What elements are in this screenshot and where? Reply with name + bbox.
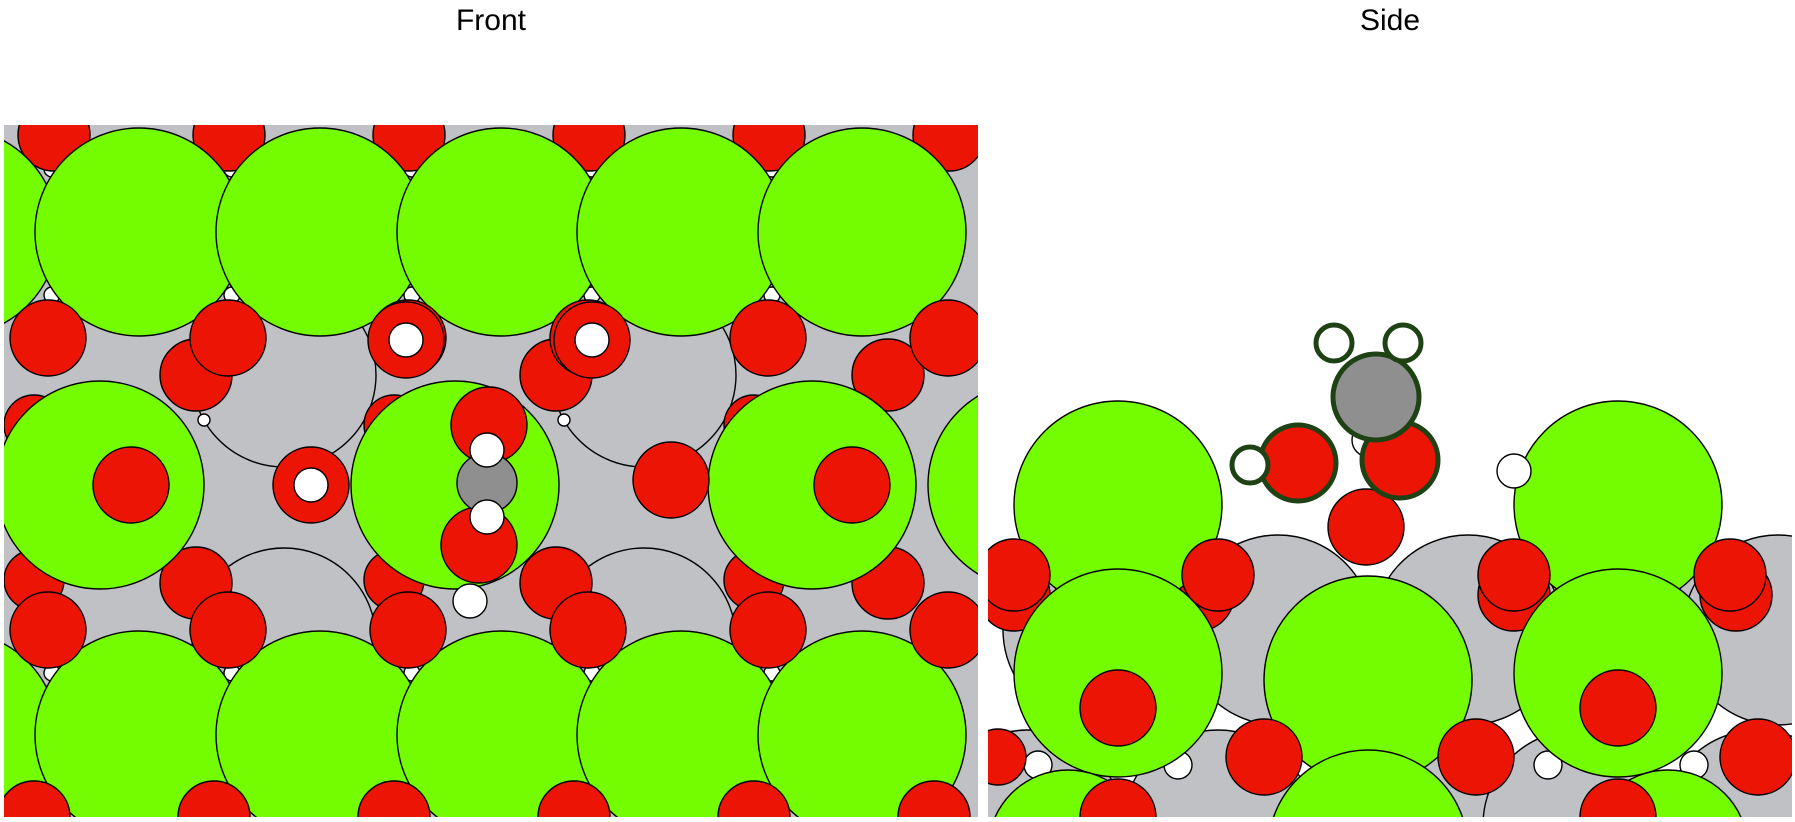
red-atom bbox=[1580, 670, 1656, 746]
red-atom bbox=[633, 442, 709, 518]
red-atom bbox=[814, 447, 890, 523]
red-atom bbox=[10, 300, 86, 376]
front-panel-title: Front bbox=[4, 4, 978, 38]
carbon-atom-highlighted bbox=[1333, 354, 1419, 440]
white-atom-highlighted bbox=[1385, 325, 1421, 361]
red-atom bbox=[1328, 489, 1404, 565]
white-atom bbox=[470, 433, 504, 467]
red-atom bbox=[1478, 539, 1550, 611]
hydroxyl-group bbox=[554, 302, 630, 378]
red-atom bbox=[10, 592, 86, 668]
white-atom bbox=[1497, 454, 1531, 488]
hydroxyl-group bbox=[273, 447, 349, 523]
white-atom bbox=[558, 414, 570, 426]
side-panel-title: Side bbox=[988, 4, 1792, 38]
red-atom bbox=[1226, 719, 1302, 795]
adsorbed-molecule bbox=[1232, 325, 1531, 565]
white-atom bbox=[575, 323, 609, 357]
white-atom bbox=[198, 414, 210, 426]
red-atom bbox=[370, 592, 446, 668]
red-atom bbox=[1080, 670, 1156, 746]
white-atom bbox=[389, 323, 423, 357]
red-atom bbox=[910, 300, 978, 376]
red-atom bbox=[910, 592, 978, 668]
red-atom bbox=[1438, 719, 1514, 795]
red-atom bbox=[550, 592, 626, 668]
red-atom bbox=[1720, 719, 1792, 795]
front-view-render bbox=[4, 125, 978, 817]
red-atom bbox=[730, 300, 806, 376]
hydroxyl-group bbox=[368, 302, 444, 378]
red-atom bbox=[190, 592, 266, 668]
white-atom bbox=[470, 500, 504, 534]
red-atom bbox=[190, 300, 266, 376]
red-atom bbox=[1182, 539, 1254, 611]
side-view-render bbox=[988, 125, 1792, 817]
white-atom-highlighted bbox=[1232, 447, 1268, 483]
red-atom-highlighted bbox=[1260, 425, 1336, 501]
white-atom bbox=[453, 584, 487, 618]
red-atom bbox=[93, 447, 169, 523]
white-atom-highlighted bbox=[1316, 325, 1352, 361]
white-atom bbox=[294, 468, 328, 502]
red-atom bbox=[730, 592, 806, 668]
red-atom bbox=[1694, 539, 1766, 611]
